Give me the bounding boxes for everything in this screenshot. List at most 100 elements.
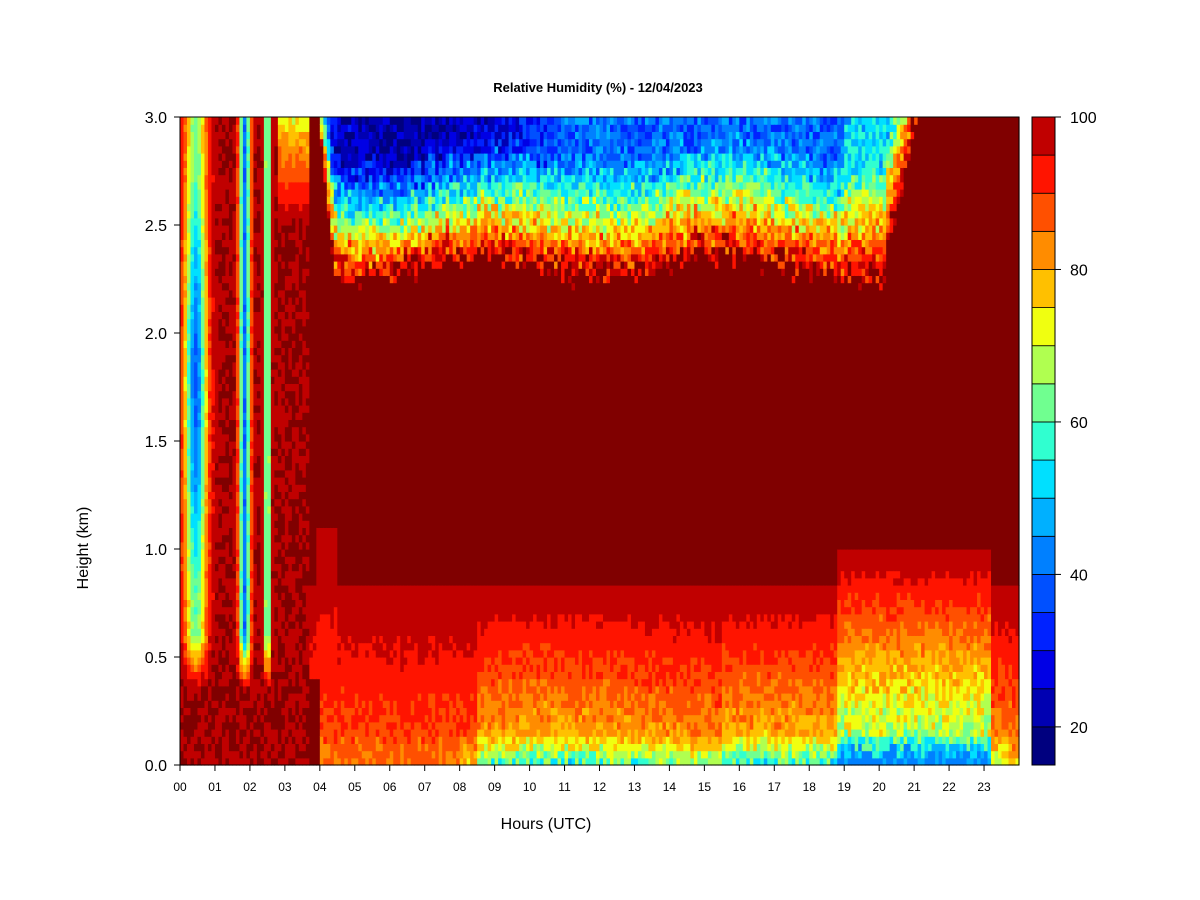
heatmap-cell [491, 225, 496, 233]
heatmap-cell [585, 167, 590, 183]
heatmap-cell [658, 261, 664, 269]
heatmap-cell [725, 203, 730, 212]
heatmap-cell [777, 261, 782, 269]
heatmap-cell [263, 721, 268, 737]
heatmap-cell [326, 138, 331, 161]
heatmap-cell [564, 246, 569, 255]
heatmap-cell [204, 729, 209, 737]
heatmap-cell [200, 419, 206, 428]
heatmap-cell [554, 585, 559, 629]
heatmap-cell [547, 232, 552, 240]
heatmap-cell [648, 261, 653, 276]
heatmap-cell [634, 160, 639, 168]
heatmap-cell [291, 239, 296, 262]
heatmap-cell [697, 729, 702, 737]
heatmap-cell [190, 678, 195, 701]
heatmap-cell [704, 246, 709, 255]
heatmap-cell [295, 318, 300, 363]
heatmap-cell [431, 153, 436, 161]
heatmap-cell [302, 628, 307, 651]
heatmap-cell [330, 239, 335, 248]
heatmap-cell [592, 138, 597, 147]
heatmap-cell [515, 210, 520, 219]
heatmap-cell [599, 757, 604, 766]
heatmap-cell [623, 138, 629, 147]
heatmap-cell [218, 426, 223, 456]
heatmap-cell [228, 405, 234, 420]
heatmap-cell [557, 181, 562, 190]
heatmap-cell [655, 750, 660, 766]
heatmap-cell [487, 189, 492, 197]
heatmap-cell [774, 124, 779, 132]
heatmap-cell [620, 145, 625, 154]
heatmap-cell [305, 181, 310, 204]
heatmap-cell [753, 693, 758, 716]
heatmap-cell [456, 145, 461, 154]
heatmap-cell [711, 246, 716, 255]
heatmap-cell [554, 671, 559, 687]
heatmap-cell [358, 131, 363, 140]
heatmap-cell [491, 678, 496, 687]
heatmap-cell [200, 628, 206, 644]
heatmap-cell [658, 750, 664, 759]
heatmap-cell [690, 736, 695, 752]
heatmap-cell [484, 721, 489, 730]
heatmap-cell [407, 145, 412, 154]
heatmap-cell [637, 232, 643, 240]
heatmap-cell [242, 304, 248, 312]
heatmap-cell [200, 534, 206, 543]
heatmap-cell [225, 304, 230, 312]
heatmap-cell [452, 181, 457, 190]
heatmap-cell [428, 225, 433, 233]
heatmap-cell [218, 369, 223, 384]
heatmap-cell [400, 268, 405, 586]
heatmap-cell [522, 117, 527, 140]
heatmap-cell [711, 685, 716, 694]
heatmap-cell [742, 203, 747, 212]
heatmap-cell [449, 700, 454, 730]
heatmap-cell [207, 491, 213, 500]
heatmap-cell [763, 757, 768, 766]
heatmap-cell [281, 707, 286, 716]
heatmap-cell [637, 743, 643, 752]
heatmap-cell [763, 693, 768, 701]
heatmap-cell [575, 729, 580, 744]
heatmap-cell [319, 527, 324, 615]
heatmap-cell [351, 174, 356, 183]
heatmap-cell [249, 642, 255, 651]
heatmap-cell [225, 563, 230, 579]
heatmap-cell [620, 117, 625, 125]
heatmap-cell [438, 642, 443, 708]
heatmap-cell [302, 757, 307, 766]
heatmap-cell [763, 721, 768, 730]
heatmap-cell [249, 484, 255, 492]
heatmap-cell [564, 743, 569, 752]
heatmap-cell [288, 325, 293, 348]
heatmap-cell [452, 131, 457, 147]
heatmap-cell [679, 131, 684, 140]
heatmap-cell [256, 138, 262, 147]
heatmap-cell [550, 246, 555, 255]
heatmap-cell [438, 246, 443, 255]
heatmap-cell [774, 217, 779, 226]
heatmap-cell [627, 757, 632, 766]
heatmap-cell [526, 757, 531, 766]
heatmap-cell [190, 253, 195, 262]
heatmap-cell [676, 203, 681, 212]
heatmap-cell [445, 181, 450, 190]
heatmap-cell [470, 203, 475, 219]
heatmap-cell [732, 153, 737, 161]
heatmap-cell [627, 117, 632, 125]
heatmap-cell [690, 145, 695, 154]
heatmap-cell [267, 750, 272, 759]
heatmap-cell [637, 268, 643, 276]
heatmap-cell [536, 693, 541, 701]
heatmap-cell [337, 246, 342, 255]
heatmap-cell [536, 232, 541, 248]
heatmap-cell [519, 707, 524, 716]
heatmap-cell [270, 369, 275, 377]
heatmap-cell [288, 621, 293, 629]
heatmap-cell [763, 239, 768, 248]
heatmap-cell [655, 181, 660, 190]
heatmap-cell [232, 117, 237, 125]
